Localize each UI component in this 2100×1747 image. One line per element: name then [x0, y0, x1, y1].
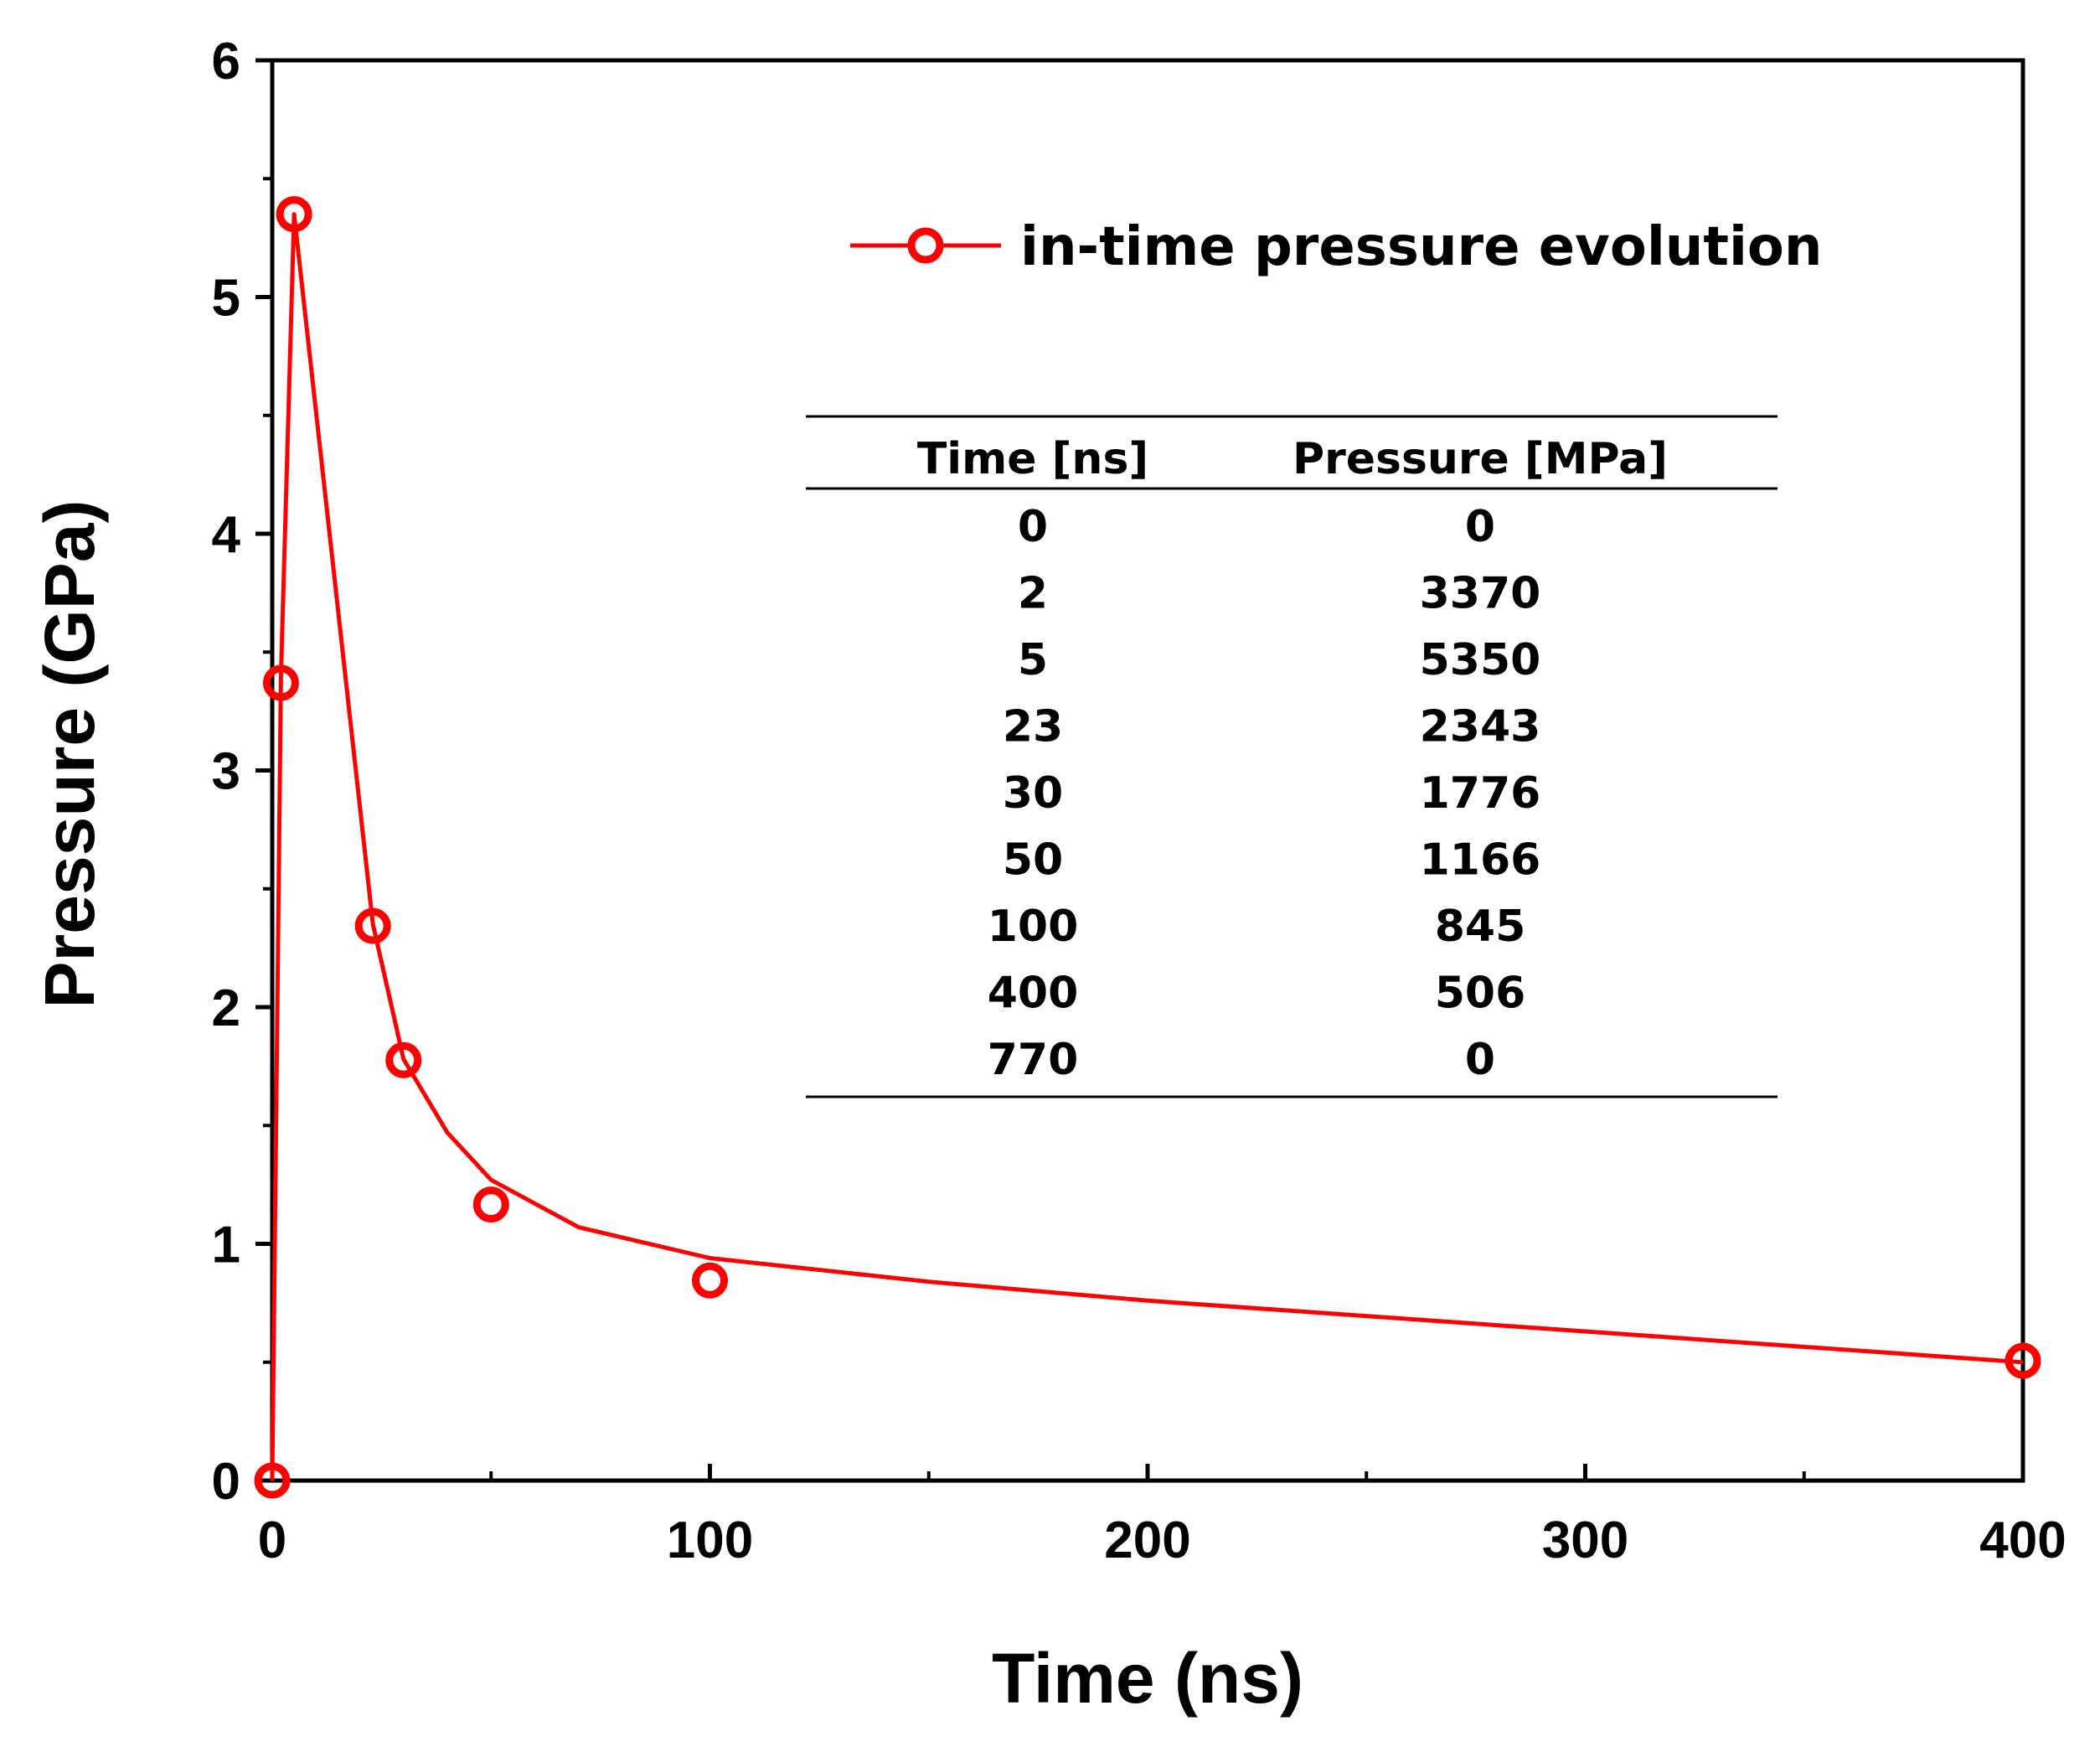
table-cell-pressure: 1776	[1420, 768, 1541, 819]
table-cell-time: 0	[1018, 502, 1048, 552]
table-cell-time: 50	[1003, 835, 1063, 886]
table-cell-time: 400	[988, 969, 1079, 1019]
x-axis-title: Time (ns)	[992, 1639, 1303, 1718]
table-cell-pressure: 0	[1465, 1035, 1495, 1085]
table-cell-time: 30	[1003, 768, 1063, 819]
table-cell-pressure: 845	[1435, 902, 1526, 952]
y-tick-label: 0	[212, 1453, 240, 1511]
table-cell-pressure: 1166	[1420, 835, 1541, 886]
table-cell-pressure: 0	[1465, 502, 1495, 552]
y-tick-label: 1	[212, 1217, 240, 1274]
table-rows: 0 0 2 3370 5 5350 23 2343 30 1776 50 1166 100 845 400 5…	[988, 502, 1541, 1085]
table-cell-pressure: 506	[1435, 969, 1526, 1019]
table-header-time: Time [ns]	[917, 434, 1148, 484]
x-tick-label: 300	[1542, 1512, 1628, 1569]
table-cell-pressure: 2343	[1420, 702, 1541, 752]
inset-table: Time [ns] Pressure [MPa] 0 0 2 3370 5 5350 23 2…	[806, 415, 1778, 1098]
data-point	[692, 1262, 728, 1299]
x-tick-label: 400	[1979, 1512, 2066, 1569]
table-cell-time: 5	[1018, 635, 1048, 685]
data-point	[385, 1041, 422, 1078]
legend-label: in-time pressure evolution	[1020, 216, 1822, 278]
table-cell-pressure: 5350	[1420, 635, 1541, 685]
data-point	[254, 1462, 291, 1499]
table-cell-pressure: 3370	[1420, 569, 1541, 619]
legend-marker	[907, 227, 944, 264]
y-tick-label: 4	[212, 506, 241, 564]
table-cell-time: 2	[1018, 569, 1048, 619]
y-tick-label: 6	[212, 33, 240, 90]
data-point	[354, 907, 391, 944]
data-point	[2005, 1342, 2041, 1379]
series-layer	[254, 196, 2041, 1499]
data-point	[472, 1186, 509, 1223]
x-tick-label: 200	[1104, 1512, 1190, 1569]
x-tick-label: 0	[258, 1512, 286, 1569]
legend: in-time pressure evolution	[850, 216, 1822, 278]
y-tick-label: 2	[212, 979, 240, 1037]
data-point	[276, 196, 312, 233]
table-cell-time: 100	[988, 902, 1079, 952]
y-axis-title: Pressure (GPa)	[30, 500, 109, 1009]
y-tick-label: 5	[212, 270, 240, 328]
table-cell-time: 23	[1003, 702, 1063, 752]
data-point	[262, 664, 299, 701]
x-tick-label: 100	[667, 1512, 753, 1569]
table-header-pressure: Pressure [MPa]	[1293, 434, 1668, 484]
table-cell-time: 770	[988, 1035, 1079, 1085]
series-line	[270, 212, 2024, 1481]
y-tick-label: 3	[212, 743, 240, 801]
